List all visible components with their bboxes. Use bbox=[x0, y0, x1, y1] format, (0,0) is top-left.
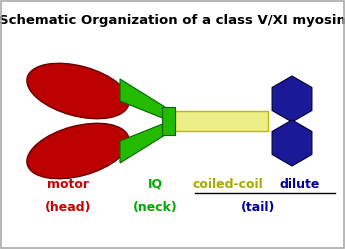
Text: (head): (head) bbox=[45, 200, 91, 213]
Polygon shape bbox=[120, 123, 165, 163]
Text: motor: motor bbox=[47, 178, 89, 190]
Ellipse shape bbox=[27, 123, 129, 179]
Text: coiled-coil: coiled-coil bbox=[193, 178, 263, 190]
Text: (tail): (tail) bbox=[241, 200, 275, 213]
Text: (neck): (neck) bbox=[132, 200, 177, 213]
Text: dilute: dilute bbox=[280, 178, 320, 190]
Polygon shape bbox=[272, 76, 312, 122]
Text: Schematic Organization of a class V/XI myosin: Schematic Organization of a class V/XI m… bbox=[0, 14, 345, 27]
Text: IQ: IQ bbox=[147, 178, 162, 190]
Polygon shape bbox=[272, 120, 312, 166]
Polygon shape bbox=[162, 107, 175, 135]
Polygon shape bbox=[120, 79, 165, 119]
Ellipse shape bbox=[27, 63, 129, 119]
Polygon shape bbox=[175, 111, 268, 131]
